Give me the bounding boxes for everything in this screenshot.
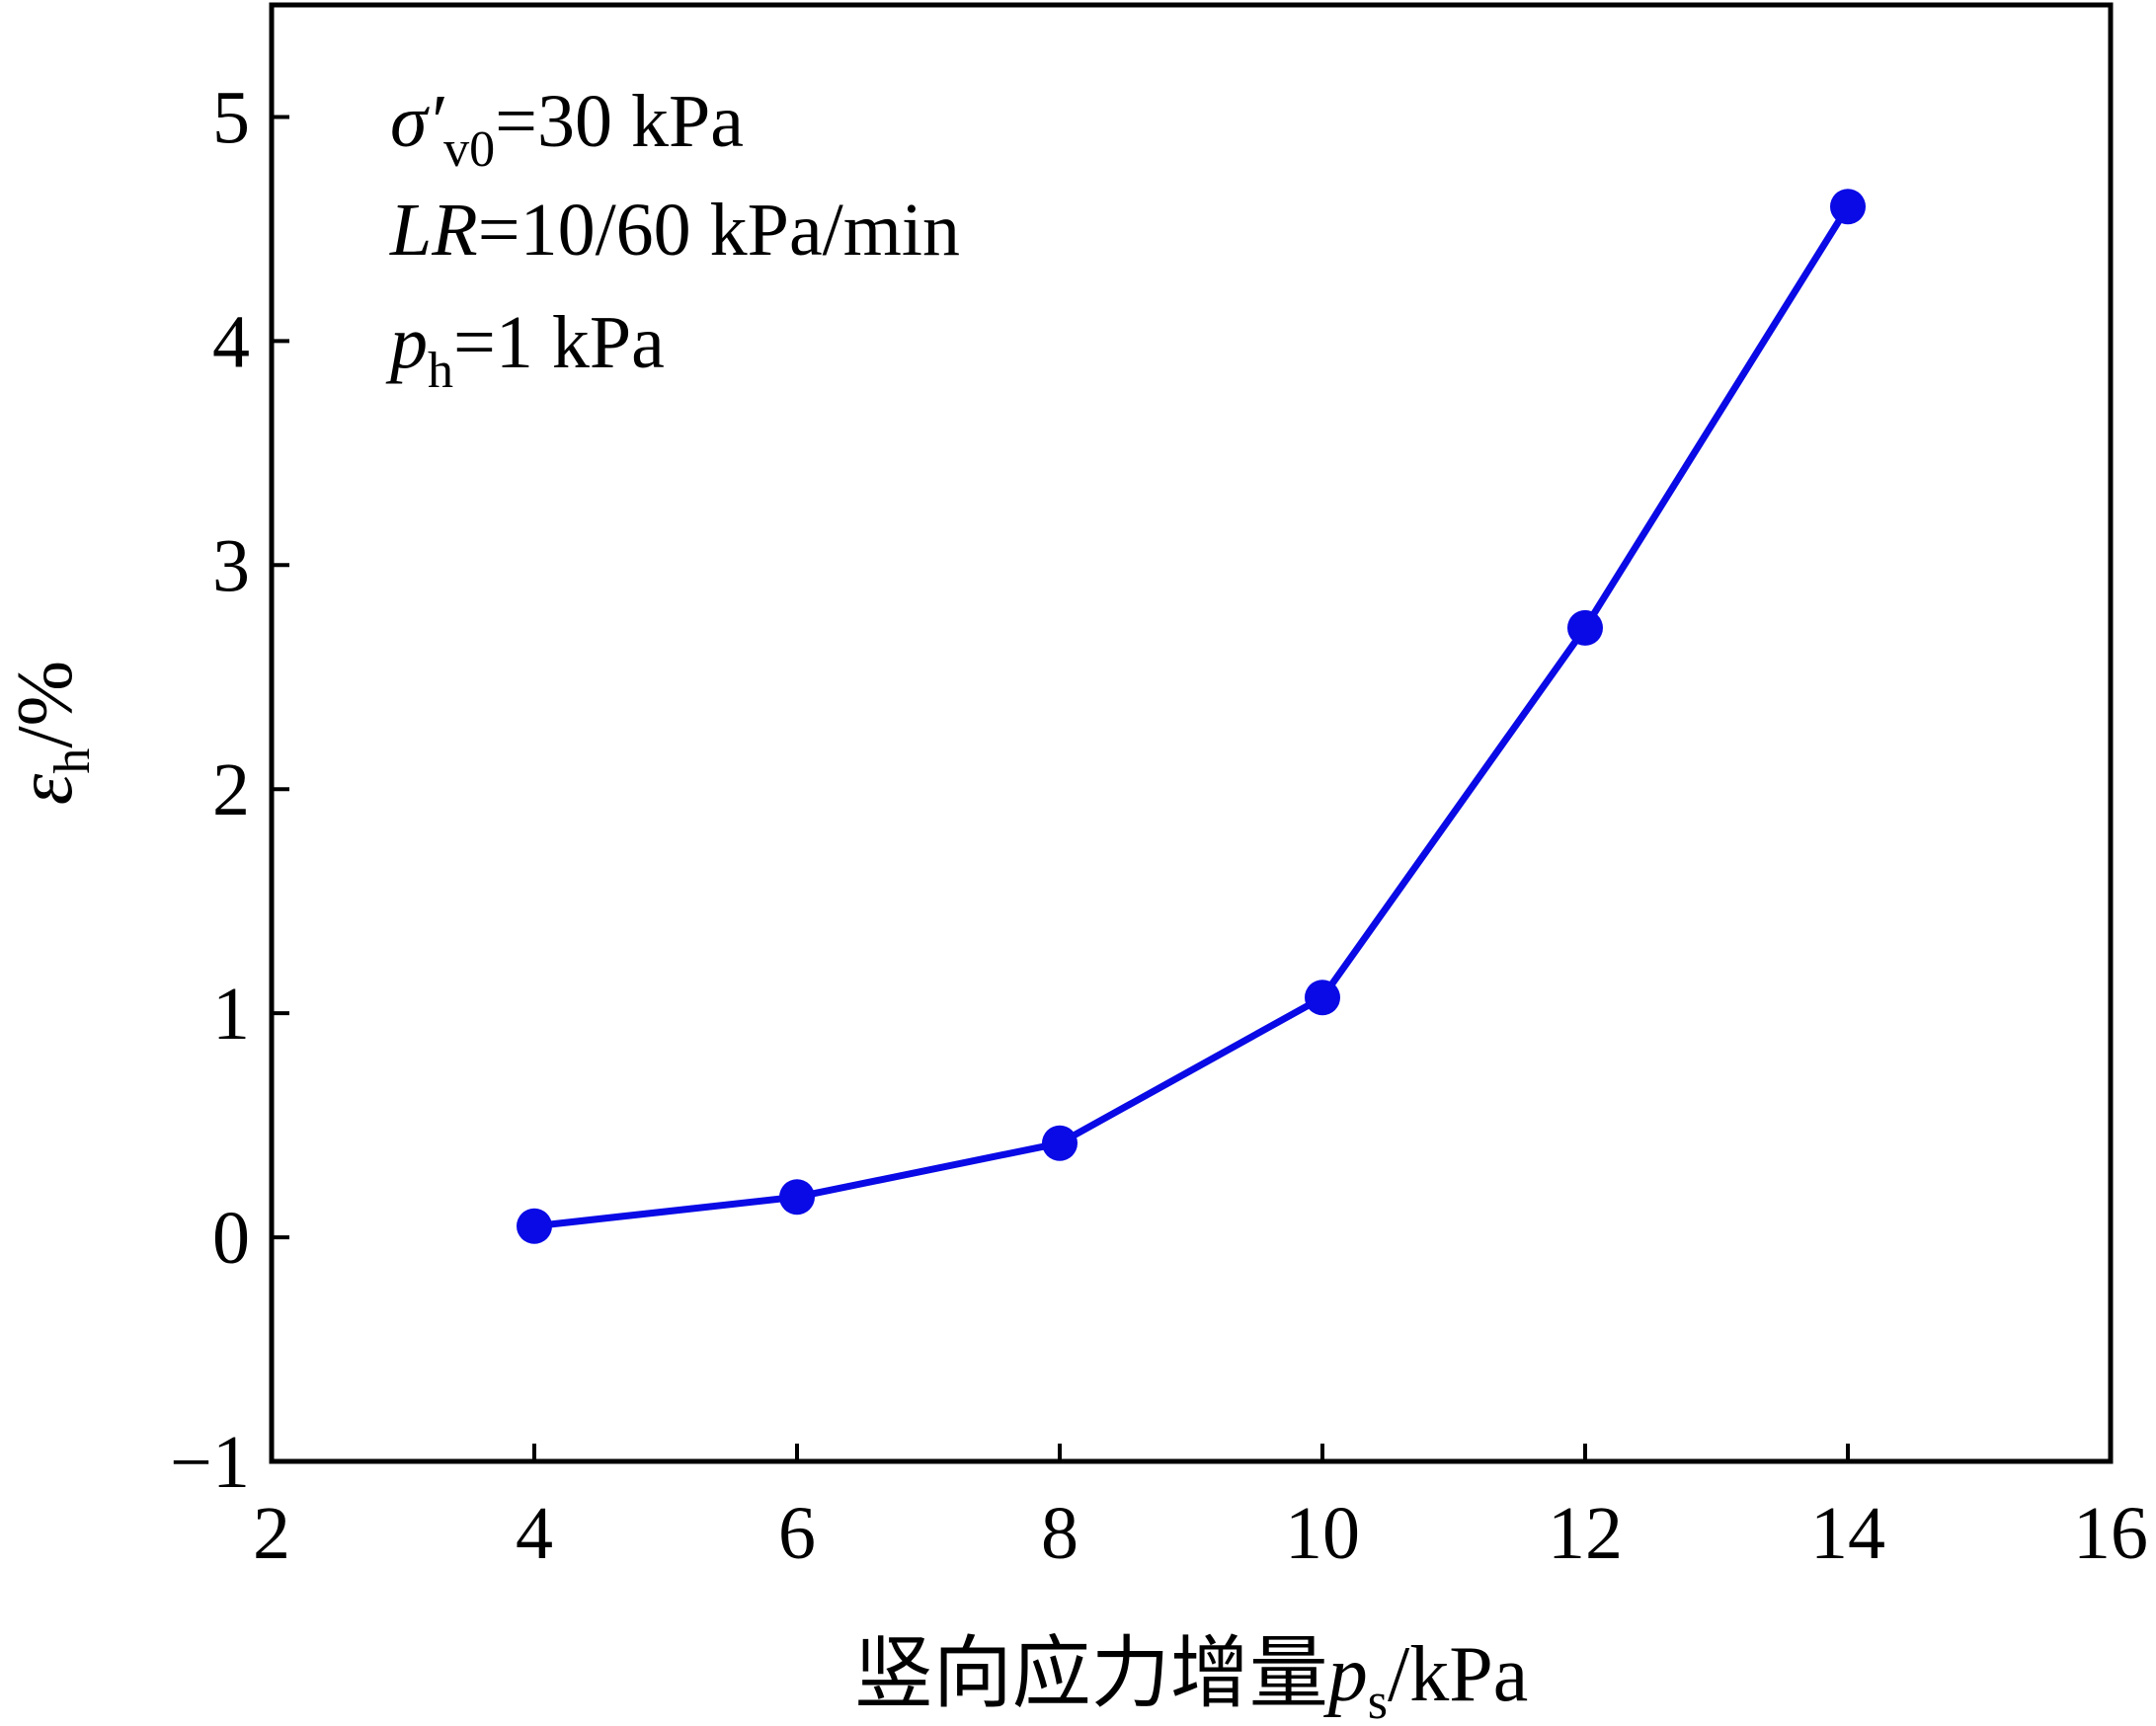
x-axis-label: 竖向应力增量ps/kPa	[854, 1631, 1528, 1726]
x-tick-label-2: 2	[253, 1492, 290, 1575]
x-tick-label-8: 8	[1041, 1492, 1078, 1575]
x-ticks: 2 4 6 8 10 12 14 16	[253, 1444, 2148, 1575]
x-tick-label-14: 14	[1810, 1492, 1885, 1575]
data-point-2	[1042, 1125, 1078, 1161]
data-point-3	[1305, 980, 1340, 1016]
y-ticks: −1 0 1 2 3 4 5	[170, 76, 289, 1504]
data-point-5	[1830, 189, 1866, 225]
data-point-1	[779, 1179, 815, 1216]
y-tick-label-0: 0	[212, 1197, 250, 1280]
annotation-2: LR=10/60 kPa/min	[389, 189, 960, 272]
series-line-0	[533, 204, 1851, 1230]
x-tick-label-12: 12	[1548, 1492, 1623, 1575]
y-tick-label-2: 2	[212, 748, 250, 831]
data-point-0	[517, 1208, 552, 1244]
x-tick-label-16: 16	[2073, 1492, 2148, 1575]
data-point-4	[1567, 609, 1603, 646]
y-tick-label-3: 3	[212, 524, 250, 607]
annotation-1: σ′v0=30 kPa	[390, 80, 744, 178]
y-tick-label-5: 5	[212, 76, 250, 159]
series-layer	[517, 189, 1866, 1244]
y-tick-label--1: −1	[170, 1421, 250, 1504]
y-axis-label: εh/%	[2, 661, 101, 805]
annotation-3: ph=1 kPa	[385, 301, 665, 399]
x-tick-label-6: 6	[778, 1492, 816, 1575]
annotations: σ′v0=30 kPa LR=10/60 kPa/min ph=1 kPa	[385, 80, 960, 399]
x-tick-label-4: 4	[516, 1492, 553, 1575]
x-tick-label-10: 10	[1285, 1492, 1360, 1575]
y-tick-label-4: 4	[212, 300, 250, 383]
plot-frame	[269, 2, 2114, 1464]
y-tick-label-1: 1	[212, 973, 250, 1056]
